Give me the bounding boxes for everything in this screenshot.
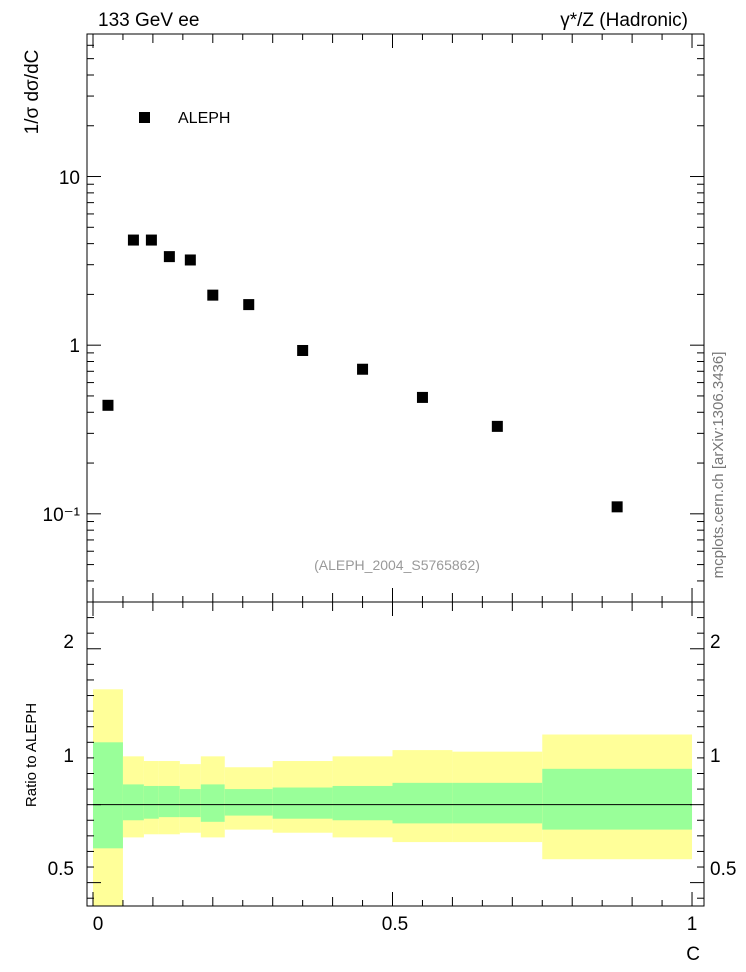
ratio-y-tick-label-right-0.5: 0.5 [710, 859, 736, 880]
source-side-note: mcplots.cern.ch [arXiv:1306.3436] [710, 352, 727, 579]
band-inner [158, 785, 180, 818]
main-tick-labels: 10 1 10⁻¹ [43, 168, 81, 526]
y-tick-label-0.1: 10⁻¹ [43, 505, 81, 526]
ratio-tick-labels: 0.5 1 2 0.5 1 2 0 0.5 1 [48, 632, 737, 935]
x-tick-label-0.5: 0.5 [382, 914, 408, 935]
band-inner [272, 787, 333, 819]
data-point [102, 399, 114, 411]
header-right-label: γ*/Z (Hadronic) [560, 10, 688, 31]
band-inner [224, 789, 273, 816]
main-y-axis-title: 1/σ dσ/dC [22, 50, 43, 135]
band-inner [122, 784, 144, 821]
main-axis-ticks [87, 33, 704, 603]
data-point [184, 254, 196, 266]
ratio-frame [86, 601, 705, 907]
ratio-uncertainty-bands [92, 689, 693, 906]
legend: ALEPH [139, 110, 230, 127]
band-inner [392, 782, 453, 824]
x-tick-label-0: 0 [93, 914, 104, 935]
x-axis-title: C [686, 944, 700, 965]
data-point [145, 234, 157, 246]
band-inner [92, 742, 123, 849]
data-point [297, 344, 309, 356]
data-point [611, 501, 623, 513]
data-point [127, 234, 139, 246]
data-point [416, 391, 428, 403]
data-point [163, 251, 175, 263]
ratio-axis-ticks [87, 601, 704, 906]
x-tick-label-1: 1 [687, 914, 698, 935]
y-tick-label-10: 10 [59, 168, 80, 189]
ratio-y-axis-title: Ratio to ALEPH [23, 703, 40, 807]
data-point [491, 420, 503, 432]
data-point [357, 363, 369, 375]
data-point [243, 299, 255, 311]
header-left-label: 133 GeV ee [98, 10, 199, 31]
band-inner [332, 785, 393, 821]
band-inner [200, 784, 225, 822]
legend-marker-aleph [139, 112, 150, 123]
ratio-y-tick-label-0.5: 0.5 [48, 859, 74, 880]
data-point [207, 289, 219, 301]
band-inner [143, 785, 159, 819]
ratio-y-tick-label-2: 2 [63, 632, 74, 653]
band-inner [452, 782, 543, 824]
ratio-plot-area [86, 601, 705, 907]
ratio-y-tick-label-right-2: 2 [710, 632, 721, 653]
ratio-y-tick-label-1: 1 [63, 746, 74, 767]
ratio-y-tick-label-right-1: 1 [710, 746, 721, 767]
y-tick-label-1: 1 [69, 336, 80, 357]
analysis-tag: (ALEPH_2004_S5765862) [314, 557, 480, 573]
legend-label-aleph: ALEPH [178, 110, 230, 127]
band-inner [542, 768, 693, 830]
data-points [102, 234, 623, 513]
band-inner [179, 789, 201, 818]
